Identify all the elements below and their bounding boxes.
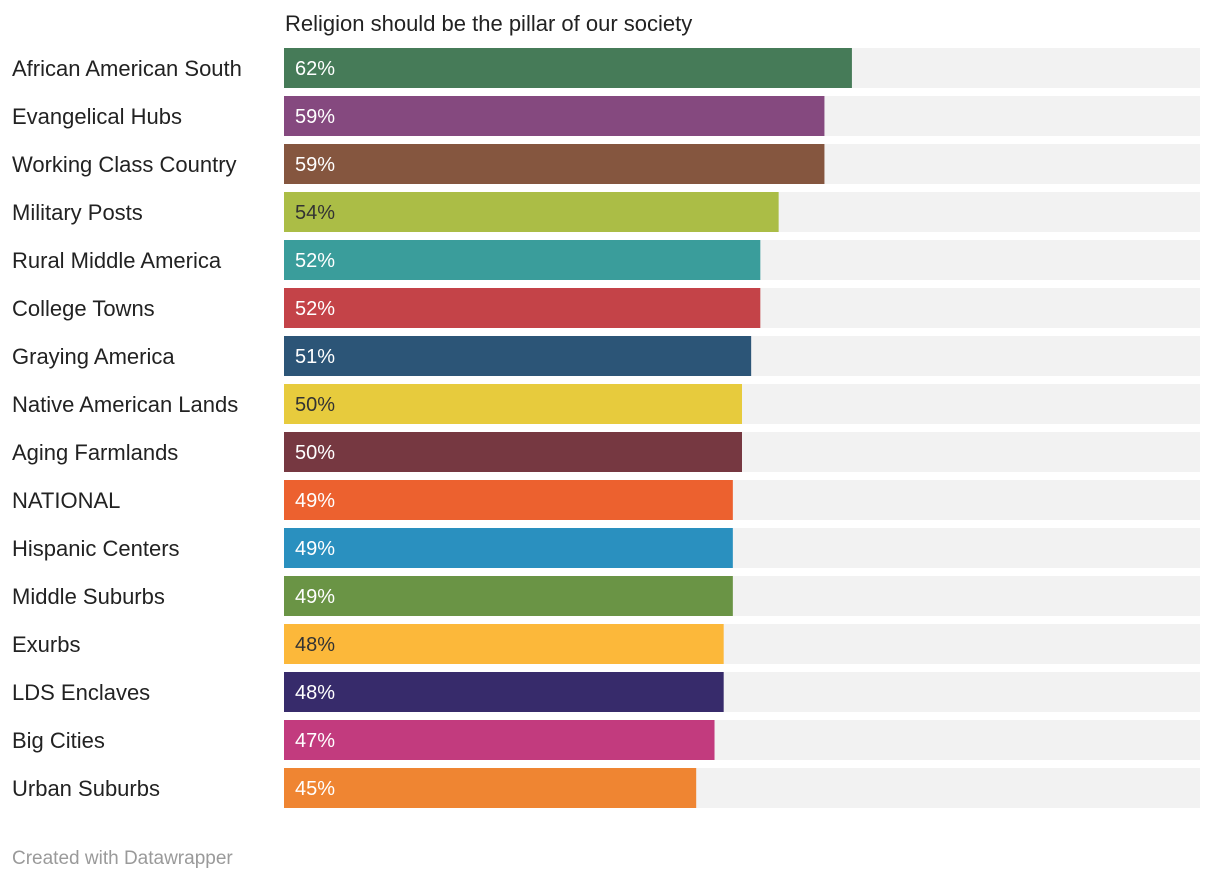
value-label: 52%: [295, 298, 335, 320]
bar: [284, 672, 724, 712]
value-label: 49%: [295, 490, 335, 512]
bar: [284, 192, 779, 232]
value-label: 47%: [295, 730, 335, 752]
category-label: Working Class Country: [12, 152, 237, 177]
bar: [284, 384, 742, 424]
value-label: 62%: [295, 58, 335, 80]
value-label: 50%: [295, 394, 335, 416]
category-label: College Towns: [12, 296, 155, 321]
category-label: Military Posts: [12, 200, 143, 225]
bar: [284, 288, 761, 328]
value-label: 51%: [295, 346, 335, 368]
value-label: 59%: [295, 154, 335, 176]
value-label: 45%: [295, 778, 335, 800]
category-label: Middle Suburbs: [12, 584, 165, 609]
bar: [284, 480, 733, 520]
value-label: 59%: [295, 106, 335, 128]
chart-title: Religion should be the pillar of our soc…: [285, 11, 692, 36]
bar: [284, 240, 761, 280]
category-label: Urban Suburbs: [12, 776, 160, 801]
value-label: 49%: [295, 538, 335, 560]
bar: [284, 96, 825, 136]
category-label: Native American Lands: [12, 392, 238, 417]
datawrapper-credit[interactable]: Created with Datawrapper: [12, 848, 233, 869]
category-label: LDS Enclaves: [12, 680, 150, 705]
chart-rows: African American South 62% Evangelical Hub…: [12, 48, 1200, 808]
bar: [284, 336, 752, 376]
category-label: NATIONAL: [12, 488, 120, 513]
value-label: 48%: [295, 682, 335, 704]
category-label: Graying America: [12, 344, 175, 369]
category-label: Aging Farmlands: [12, 440, 178, 465]
bar-chart: Religion should be the pillar of our soc…: [12, 11, 1200, 808]
bar: [284, 48, 852, 88]
category-label: Exurbs: [12, 632, 80, 657]
category-label: Evangelical Hubs: [12, 104, 182, 129]
value-label: 48%: [295, 634, 335, 656]
category-label: Hispanic Centers: [12, 536, 180, 561]
bar: [284, 720, 715, 760]
bar: [284, 768, 697, 808]
bar: [284, 624, 724, 664]
category-label: Big Cities: [12, 728, 105, 753]
bar: [284, 576, 733, 616]
value-label: 50%: [295, 442, 335, 464]
bar: [284, 432, 742, 472]
bar: [284, 528, 733, 568]
category-label: Rural Middle America: [12, 248, 222, 273]
value-label: 49%: [295, 586, 335, 608]
value-label: 54%: [295, 202, 335, 224]
category-label: African American South: [12, 56, 242, 81]
value-label: 52%: [295, 250, 335, 272]
bar: [284, 144, 825, 184]
